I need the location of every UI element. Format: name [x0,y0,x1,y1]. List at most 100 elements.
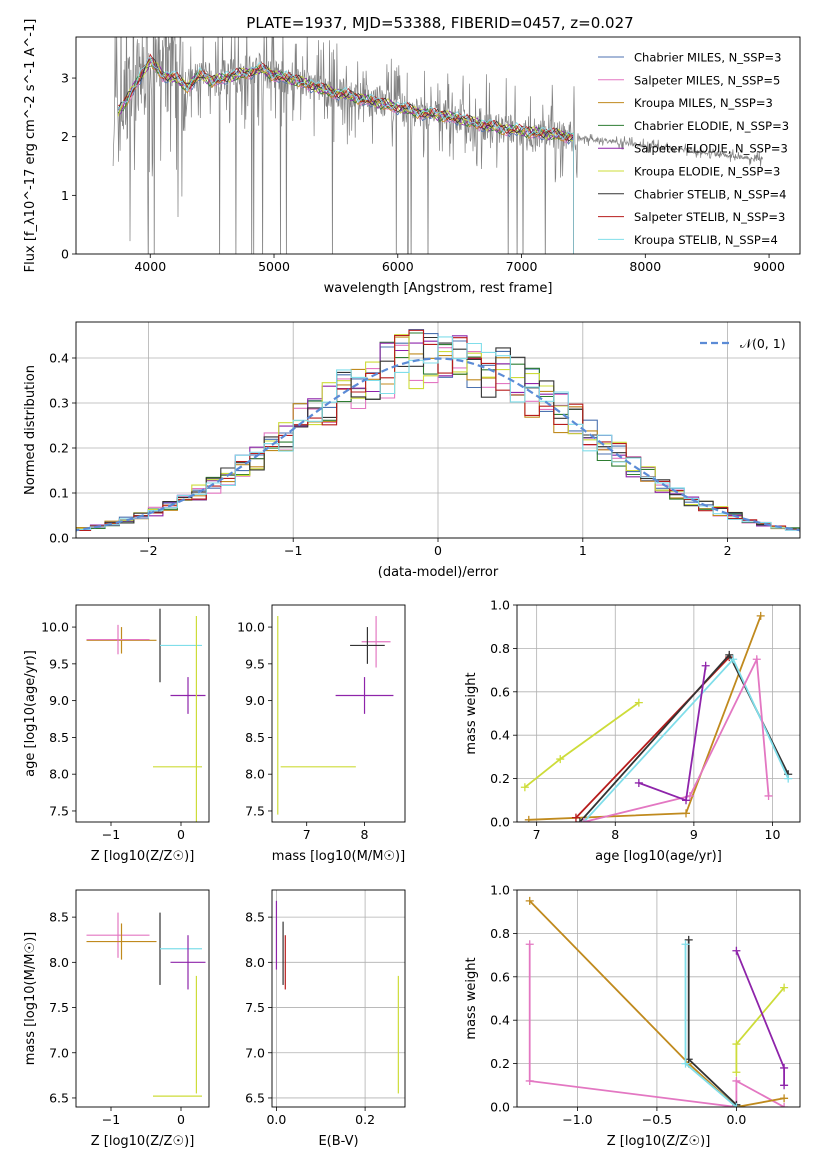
panel-residuals: −2 −1 0 1 2 0.0 0.1 0.2 0.3 0.4 (data-model)/error… [23,321,801,580]
y-tick-label: 6.5 [49,1090,69,1105]
x-tick-label: 9000 [753,259,785,274]
weight-marker [764,791,773,800]
y-tick-label: 0.8 [490,926,510,941]
x-tick-label: 0.0 [266,1112,286,1127]
x-axis-label: Z [log10(Z/Z☉)] [91,1134,195,1149]
normal-curve [76,357,800,532]
y-axis-label: mass weight [464,672,479,754]
legend-label: Kroupa ELODIE, N_SSP=3 [634,165,780,179]
weight-marker [780,1103,789,1107]
x-tick-label: 8000 [629,259,661,274]
x-axis-label: Z [log10(Z/Z☉)] [607,1134,711,1149]
x-tick-label: 0.2 [355,1112,375,1127]
plot-area [76,328,800,533]
weight-marker [681,940,690,949]
x-tick-label: 2 [724,543,732,558]
y-tick-label: 0.6 [490,969,510,984]
weight-marker [634,778,643,787]
y-tick-label: 9.5 [245,656,265,671]
legend-label: Salpeter STELIB, N_SSP=3 [634,210,785,224]
plot-area [525,896,789,1107]
y-tick-label: 0.4 [490,728,510,743]
y-tick-label: 8.0 [49,767,69,782]
y-tick-label: 7.5 [49,803,69,818]
legend-label: Salpeter MILES, N_SSP=5 [634,73,780,87]
x-tick-label: −1 [284,543,302,558]
weight-marker [571,813,580,822]
y-tick-label: 8.5 [245,910,265,925]
model-kroupa_stelib [117,56,574,254]
weight-marker [732,1103,741,1107]
legend-label: 𝒩(0, 1) [740,336,786,351]
legend: 𝒩(0, 1) [700,336,786,351]
y-tick-label: 7.5 [49,1000,69,1015]
legend-label: Chabrier MILES, N_SSP=3 [634,51,781,65]
y-tick-label: 7.5 [245,803,265,818]
x-tick-label: −1 [102,1112,120,1127]
axes-frame [75,604,210,823]
y-tick-label: 8.0 [49,955,69,970]
y-tick-label: 0.3 [49,396,69,411]
weight-marker [682,809,691,818]
y-axis-label: mass [log10(M/M☉)] [23,932,38,1065]
axes-frame [75,36,801,255]
y-tick-label: 0.2 [490,771,510,786]
legend: Chabrier MILES, N_SSP=3 Salpeter MILES, N… [598,51,789,247]
x-tick-label: 5000 [258,259,290,274]
y-tick-label: 7.0 [245,1045,265,1060]
weight-marker [780,1094,789,1103]
y-tick-label: 8.5 [49,910,69,925]
weight-marker [732,946,741,955]
x-tick-label: 7000 [506,259,538,274]
weight-marker [520,783,529,792]
x-tick-label: −0.5 [642,1112,672,1127]
weight-marker [681,1059,690,1068]
axes-frame [75,889,210,1108]
x-axis-label: mass [log10(M/M☉)] [272,849,405,864]
weight-line-salpeter_miles [583,655,770,822]
x-tick-label: 9 [690,827,698,842]
y-tick-label: 0.2 [490,1056,510,1071]
y-tick-label: 0.1 [49,486,69,501]
figure-title: PLATE=1937, MJD=53388, FIBERID=0457, z=0… [246,14,633,32]
y-tick-label: 9.5 [49,656,69,671]
x-tick-label: 0 [177,827,185,842]
y-axis-label: Flux [f_λ10^-17 erg cm^-2 s^-1 A^-1] [23,19,38,273]
y-axis-label: age [log10(age/yr)] [23,650,38,777]
axes-frame [516,889,801,1108]
y-tick-label: 1.0 [490,883,510,898]
panel-weight_vs_Z: −1.0 −0.5 0.0 0.0 0.2 0.4 0.6 0.8 1.0 Z [log10(Z/… [464,883,801,1149]
plot-area [112,37,763,254]
axes-frame [516,604,801,823]
y-axis-label: mass weight [464,957,479,1039]
weight-marker [634,698,643,707]
x-axis-label: age [log10(age/yr)] [595,849,722,864]
y-tick-label: 8.5 [245,730,265,745]
weight-marker [725,650,734,659]
y-tick-label: 8.0 [245,955,265,970]
y-tick-label: 0.6 [490,684,510,699]
weight-marker [682,796,691,805]
x-tick-label: 1 [579,543,587,558]
x-tick-label: 8 [361,827,369,842]
weight-marker [732,1076,741,1085]
y-tick-label: 10.0 [41,620,69,635]
y-tick-label: 0.0 [490,1100,510,1115]
panel-age_vs_mass: 7 8 7.5 8.0 8.5 9.0 9.5 10.0 mass [log10(M/M☉)] [237,604,406,864]
panel-mass_vs_Z: −1 0 6.5 7.0 7.5 8.0 8.5 Z [log10(Z/Z☉)] mass [l… [23,889,210,1149]
x-axis-label: E(B-V) [318,1134,358,1149]
y-axis-label: Normed distribution [23,365,38,495]
weight-marker [556,755,565,764]
x-axis-label: (data-model)/error [378,565,499,580]
legend-label: Kroupa MILES, N_SSP=3 [634,96,773,110]
y-tick-label: 0.4 [490,1013,510,1028]
x-tick-label: 4000 [134,259,166,274]
y-tick-label: 0.2 [49,441,69,456]
weight-marker [575,818,584,822]
weight-line-salpeter_elodie [638,665,707,802]
axes-frame [271,604,406,823]
legend-label: Kroupa STELIB, N_SSP=4 [634,233,778,247]
weight-marker [684,935,693,944]
y-tick-label: 1.0 [490,598,510,613]
panel-mass_vs_ebv: 0.0 0.2 6.5 7.0 7.5 8.0 8.5 E(B-V) [245,889,406,1149]
